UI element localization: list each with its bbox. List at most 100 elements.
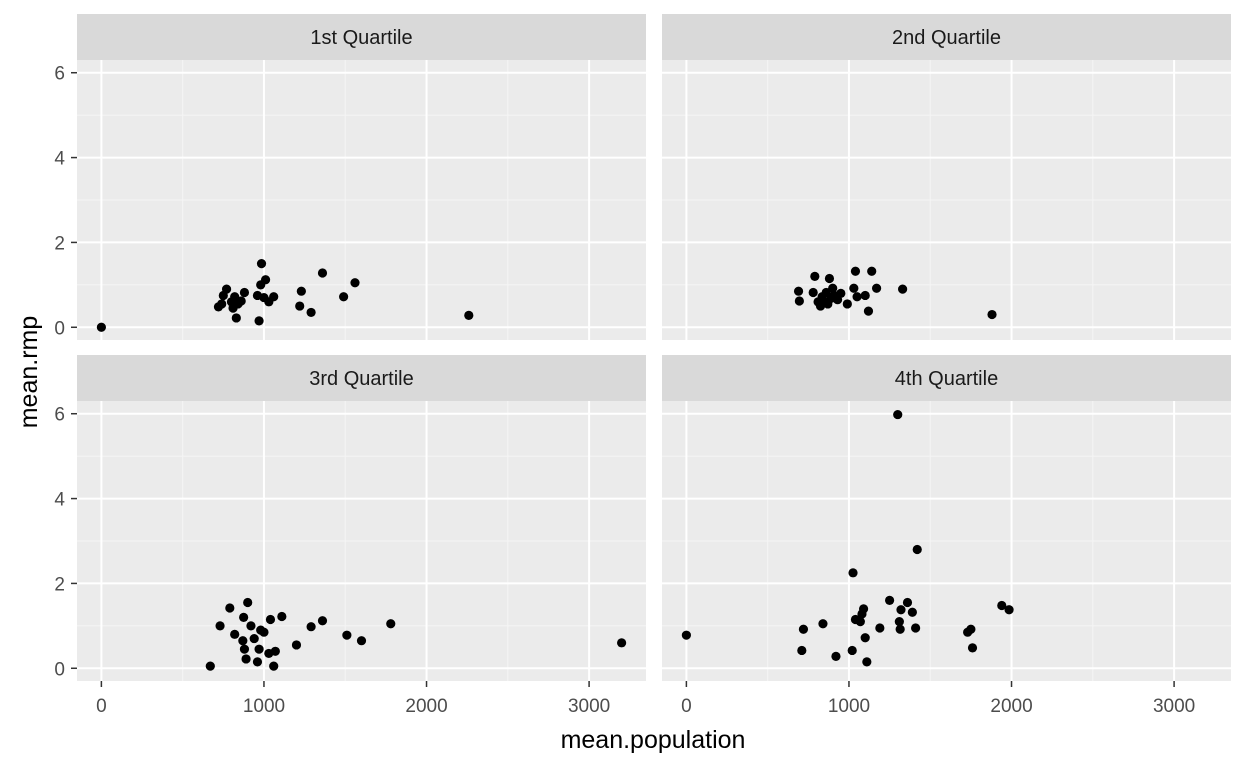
data-point (306, 307, 316, 318)
facet-strip (662, 14, 1231, 60)
data-point (902, 597, 913, 608)
data-point (860, 290, 870, 301)
data-point (221, 284, 232, 294)
data-point (241, 654, 251, 664)
data-point (893, 409, 903, 420)
x-tick-label: 0 (96, 696, 107, 717)
data-point (824, 273, 835, 284)
data-point (818, 619, 828, 629)
data-point (230, 292, 240, 302)
data-point (270, 646, 280, 656)
data-point (850, 266, 861, 276)
data-point (842, 299, 852, 309)
data-point (295, 301, 305, 311)
data-point (1004, 605, 1014, 615)
data-point (828, 283, 838, 293)
data-point (849, 283, 859, 293)
data-point (254, 316, 264, 326)
data-point (912, 544, 922, 555)
data-point (317, 616, 328, 626)
data-point (225, 603, 235, 613)
y-tick-label: 0 (54, 659, 65, 680)
data-point (246, 621, 256, 631)
data-point (464, 310, 474, 320)
data-point (810, 271, 820, 281)
facet-strip (77, 355, 646, 401)
data-point (238, 636, 248, 646)
data-point (798, 624, 809, 634)
data-point (860, 633, 870, 643)
data-point (858, 604, 869, 614)
data-point (254, 644, 264, 654)
data-point (356, 636, 367, 646)
facet-strip (662, 355, 1231, 401)
x-tick-label: 0 (681, 696, 692, 717)
data-point (259, 627, 269, 637)
data-point (894, 617, 904, 627)
data-point (339, 292, 349, 302)
data-point (239, 287, 250, 298)
data-point (269, 661, 279, 671)
data-point (269, 292, 279, 302)
facet-panel-4: 4th Quartile 0 1000 2000 3000 (662, 355, 1231, 717)
y-tick-label: 4 (54, 149, 65, 170)
data-point (265, 614, 276, 625)
data-point (966, 624, 976, 634)
facet-strip-label: 1st Quartile (310, 27, 412, 49)
data-point (252, 657, 263, 667)
data-point (898, 284, 908, 294)
x-tick-label: 1000 (828, 696, 870, 717)
data-point (895, 624, 905, 634)
data-point (277, 611, 287, 622)
data-point (236, 296, 246, 306)
data-point (249, 633, 259, 644)
x-tick-label: 3000 (568, 696, 610, 717)
facet-strip-label: 4th Quartile (895, 368, 998, 390)
data-point (243, 597, 253, 608)
data-point (205, 661, 215, 671)
data-point (215, 621, 225, 631)
facet-strip-label: 2nd Quartile (892, 27, 1001, 49)
data-point (231, 313, 241, 323)
data-point (617, 638, 627, 648)
data-point (386, 619, 396, 629)
y-tick-label: 4 (54, 490, 65, 511)
facet-strip (77, 14, 646, 60)
y-tick-label: 2 (54, 574, 65, 595)
x-tick-label: 2000 (405, 696, 447, 717)
data-point (317, 268, 328, 278)
data-point (836, 288, 846, 298)
data-point (96, 322, 106, 332)
x-tick-label: 1000 (243, 696, 285, 717)
data-point (852, 292, 862, 302)
data-point (875, 623, 885, 633)
data-point (342, 630, 352, 640)
data-point (896, 605, 906, 615)
data-point (911, 623, 921, 633)
data-point (855, 617, 865, 627)
x-tick-label: 3000 (1153, 696, 1195, 717)
y-axis-title: mean.rmp (15, 316, 43, 429)
data-point (987, 309, 997, 320)
data-point (217, 299, 227, 309)
data-point (967, 643, 978, 653)
x-tick-label: 2000 (990, 696, 1032, 717)
data-point (260, 275, 271, 285)
data-point (997, 600, 1007, 611)
data-point (306, 622, 316, 632)
data-point (296, 286, 306, 296)
data-point (808, 287, 818, 298)
facet-panel-2: 2nd Quartile (662, 14, 1231, 340)
x-axis-title: mean.population (561, 726, 746, 754)
data-point (831, 651, 841, 661)
data-point (862, 657, 872, 667)
data-point (239, 612, 249, 622)
y-tick-label: 6 (54, 405, 65, 426)
data-point (256, 259, 267, 269)
data-point (793, 286, 804, 296)
facet-panel-1: 1st Quartile 0 2 4 6 (54, 14, 646, 340)
data-point (681, 630, 691, 640)
data-point (794, 296, 804, 306)
